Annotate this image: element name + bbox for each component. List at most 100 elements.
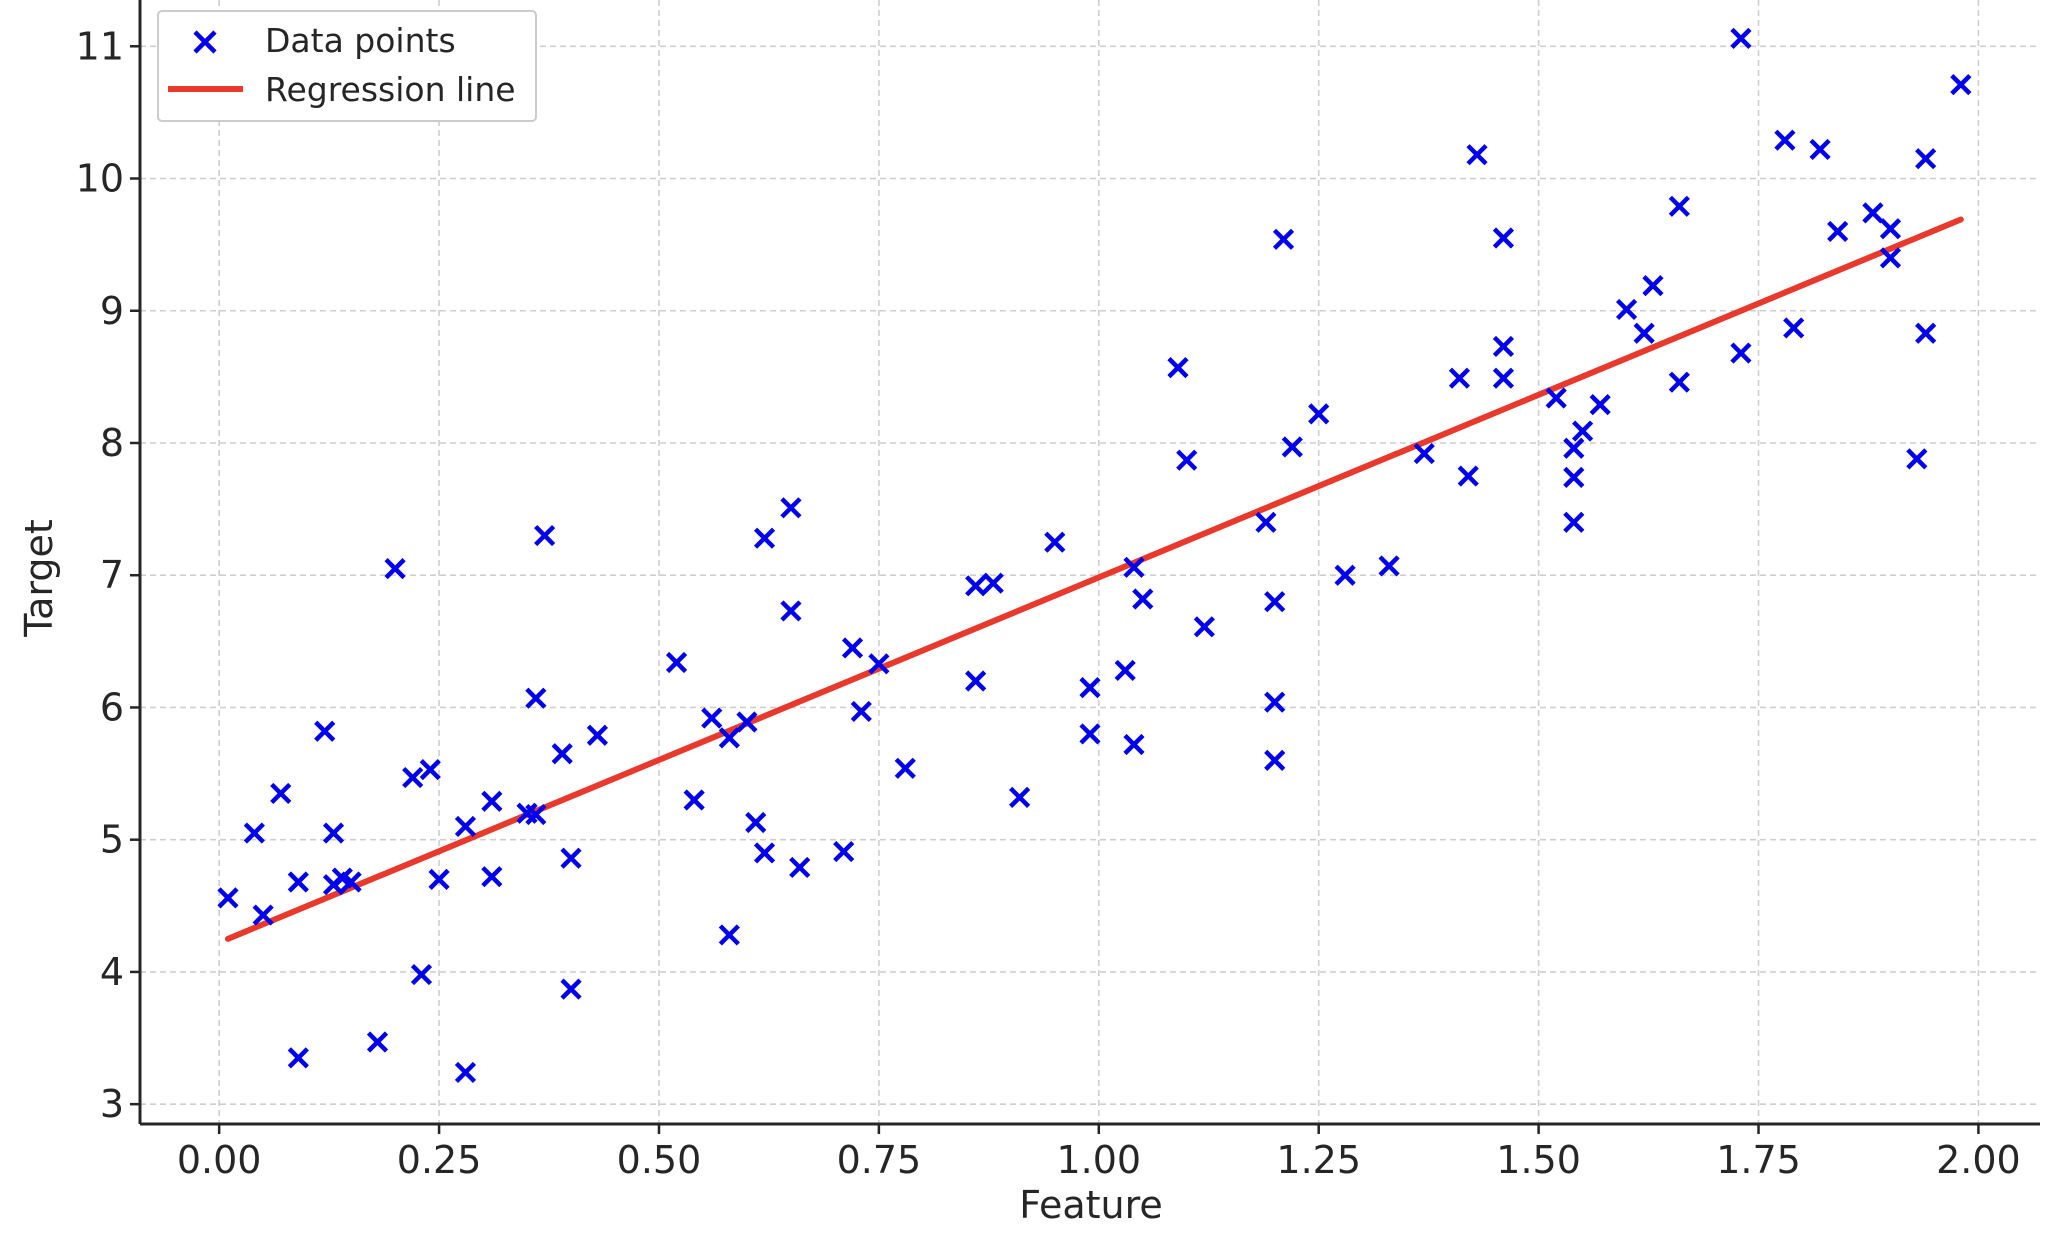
y-tick-label: 10: [76, 157, 124, 201]
y-tick-label: 5: [100, 818, 124, 862]
data-point: [1044, 531, 1066, 553]
data-point: [753, 527, 776, 549]
data-point-stroke: [516, 802, 538, 824]
y-tick-label: 9: [100, 289, 124, 333]
data-point-stroke: [410, 963, 433, 986]
data-point-stroke: [1809, 138, 1831, 161]
data-point: [1809, 138, 1831, 161]
data-point: [1132, 588, 1154, 610]
data-point-stroke: [428, 868, 450, 890]
data-point: [665, 651, 688, 674]
data-point-stroke: [525, 687, 547, 709]
data-point-stroke: [1079, 677, 1101, 699]
data-point: [982, 572, 1004, 594]
data-point-stroke: [1123, 733, 1145, 756]
data-point-stroke: [384, 558, 406, 580]
data-point-stroke: [1044, 531, 1066, 553]
data-point-stroke: [1167, 357, 1189, 379]
x-tick-label: 0.25: [397, 1138, 482, 1182]
data-point-stroke: [1589, 394, 1611, 416]
data-point-stroke: [1492, 227, 1515, 249]
data-point: [419, 759, 441, 781]
data-point: [965, 670, 987, 692]
data-point-stroke: [217, 887, 239, 909]
x-tick-label: 2.00: [1936, 1138, 2021, 1182]
data-point: [340, 871, 362, 893]
regression-line: [224, 216, 1964, 942]
data-point: [1281, 436, 1303, 458]
data-point: [1378, 555, 1400, 577]
data-point-stroke: [683, 789, 705, 811]
legend: Data points Regression line: [157, 10, 537, 122]
data-point: [1862, 202, 1884, 224]
data-point-stroke: [965, 575, 987, 597]
y-tick-label: 3: [100, 1082, 124, 1126]
data-point-stroke: [1264, 691, 1286, 713]
data-point-stroke: [1633, 322, 1655, 344]
data-point-stroke: [850, 700, 872, 723]
data-point-stroke: [1281, 436, 1303, 458]
data-point-stroke: [287, 1047, 309, 1069]
data-point: [780, 497, 802, 519]
data-point: [1167, 357, 1189, 379]
data-point-stroke: [1193, 616, 1215, 638]
data-point: [252, 904, 274, 926]
data-point-stroke: [1466, 144, 1488, 166]
data-point-stroke: [1079, 723, 1101, 745]
data-point: [410, 963, 433, 986]
data-point: [965, 575, 987, 597]
data-point: [322, 822, 345, 844]
data-point: [384, 558, 406, 580]
data-point-stroke: [1730, 27, 1752, 49]
x-tick-label: 1.00: [1056, 1138, 1141, 1182]
data-point-stroke: [1545, 387, 1567, 409]
data-point-stroke: [1915, 322, 1937, 344]
data-point-stroke: [366, 1031, 389, 1053]
data-point: [1123, 556, 1145, 578]
data-point-stroke: [745, 811, 767, 834]
data-point-stroke: [894, 757, 916, 779]
data-point-stroke: [322, 822, 345, 844]
data-point-stroke: [1563, 511, 1585, 533]
data-point: [1334, 564, 1356, 586]
data-point-stroke: [718, 727, 740, 749]
data-point: [481, 790, 503, 812]
legend-frame: [157, 10, 537, 122]
data-point: [1457, 465, 1479, 487]
data-point-stroke: [1563, 466, 1585, 488]
x-tick-label: 0.00: [177, 1138, 262, 1182]
data-point: [366, 1031, 389, 1053]
data-point-stroke: [1334, 564, 1356, 586]
data-point: [1572, 420, 1594, 442]
data-point: [1730, 27, 1752, 49]
data-point-stroke: [1264, 591, 1286, 613]
data-point-stroke: [1879, 247, 1902, 269]
data-point: [402, 766, 424, 789]
data-point-stroke: [1827, 220, 1849, 243]
y-tick-label: 6: [100, 685, 124, 729]
data-point: [718, 727, 740, 749]
data-point: [1123, 733, 1145, 756]
data-point: [1668, 195, 1690, 217]
data-point-stroke: [1862, 202, 1884, 224]
x-tick-label: 1.75: [1716, 1138, 1801, 1182]
data-point-stroke: [586, 724, 608, 746]
legend-label-regression-line: Regression line: [265, 70, 516, 109]
data-point: [217, 887, 239, 909]
data-point: [850, 700, 872, 723]
data-point: [1193, 616, 1215, 638]
data-point-stroke: [1308, 403, 1330, 425]
data-point-stroke: [252, 904, 274, 926]
data-point-stroke: [1264, 749, 1286, 771]
data-point: [428, 868, 450, 890]
data-point: [1545, 387, 1567, 409]
x-axis-label: Feature: [1019, 1183, 1163, 1227]
data-point-stroke: [454, 815, 477, 838]
data-point-stroke: [753, 527, 776, 549]
data-point: [1879, 247, 1902, 269]
data-point-stroke: [481, 790, 503, 812]
data-point-stroke: [1783, 317, 1805, 339]
data-point-stroke: [789, 856, 811, 879]
data-point-stroke: [340, 871, 362, 893]
data-point-stroke: [560, 978, 582, 1000]
